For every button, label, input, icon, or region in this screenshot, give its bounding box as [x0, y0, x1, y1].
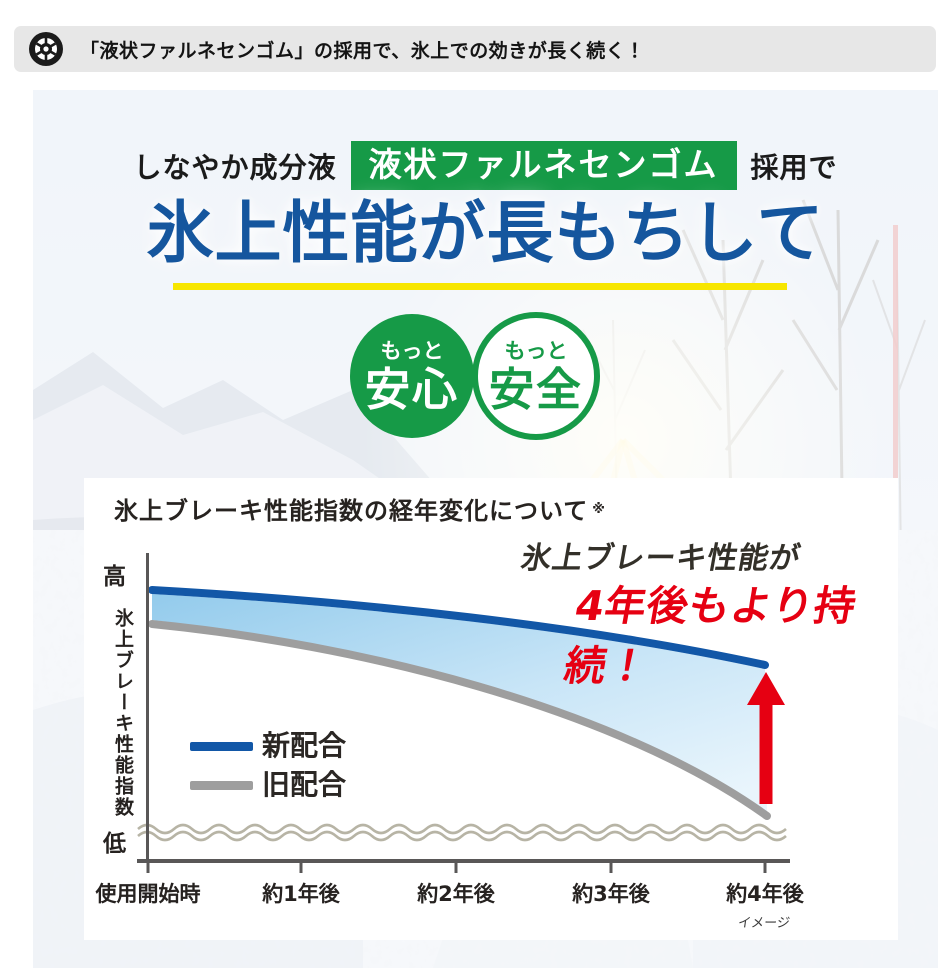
x-tick-label-4yr: 約4年後	[726, 882, 804, 906]
image-disclaimer-note: イメージ	[736, 916, 791, 931]
badge-anshin-main: 安心	[364, 362, 459, 416]
chart-title-text: 氷上ブレーキ性能指数の経年変化について	[114, 497, 589, 525]
chart-card: 氷上ブレーキ性能指数の経年変化について ※	[84, 478, 898, 940]
badge-anzen-main: 安全	[488, 362, 583, 416]
legend-swatch-new	[190, 742, 253, 751]
x-tick-label-start: 使用開始時	[95, 882, 201, 906]
tagline-row: しなやか成分液 液状ファルネセンゴム 採用で	[33, 141, 938, 190]
axes	[137, 553, 790, 873]
annotation-line2: 4年後もより持続！	[560, 582, 861, 690]
badge-anshin-top: もっと	[380, 338, 444, 363]
axis-break-wave-bottom	[137, 830, 787, 842]
x-tick-label-3yr: 約3年後	[572, 882, 650, 906]
axis-break-wave-top	[137, 823, 787, 835]
legend-label-new: 新配合	[262, 729, 347, 762]
legend-swatch-old	[190, 781, 253, 790]
old-formula-line	[148, 620, 771, 820]
y-axis-high-label: 高	[103, 564, 126, 590]
tire-icon	[29, 32, 63, 66]
badge-anshin: もっと 安心	[350, 314, 474, 438]
hero-banner: しなやか成分液 液状ファルネセンゴム 採用で 氷上性能が長もちして もっと 安心…	[33, 90, 938, 968]
badge-anzen: もっと 安全	[472, 312, 600, 440]
chart-title: 氷上ブレーキ性能指数の経年変化について ※	[114, 491, 606, 526]
gap-area-fill	[152, 594, 767, 812]
y-axis-low-label: 低	[103, 831, 126, 857]
badge-group: もっと 安心 もっと 安全	[350, 312, 604, 442]
x-tick-label-1yr: 約1年後	[262, 882, 340, 906]
tagline-prefix: しなやか成分液	[133, 150, 337, 184]
tagline-suffix: 採用で	[750, 150, 838, 184]
gain-arrow	[747, 672, 785, 804]
tagline-highlight-box: 液状ファルネセンゴム	[350, 141, 737, 190]
chart-title-note-mark: ※	[592, 502, 606, 517]
y-axis-title: 氷上ブレーキ性能指数	[112, 608, 134, 818]
hero-title: 氷上性能が長もちして	[146, 194, 825, 272]
x-tick-label-2yr: 約2年後	[417, 882, 495, 906]
badge-anzen-top: もっと	[504, 338, 568, 363]
new-formula-line	[148, 586, 769, 669]
yellow-underline	[173, 283, 787, 290]
header-text: 「液状ファルネセンゴム」の採用で、氷上での効きが長く続く！	[80, 39, 645, 62]
header-bar: 「液状ファルネセンゴム」の採用で、氷上での効きが長く続く！	[14, 26, 936, 72]
legend-label-old: 旧配合	[262, 768, 347, 801]
performance-chart	[137, 553, 790, 873]
annotation-line1: 氷上ブレーキ性能が	[518, 541, 804, 576]
